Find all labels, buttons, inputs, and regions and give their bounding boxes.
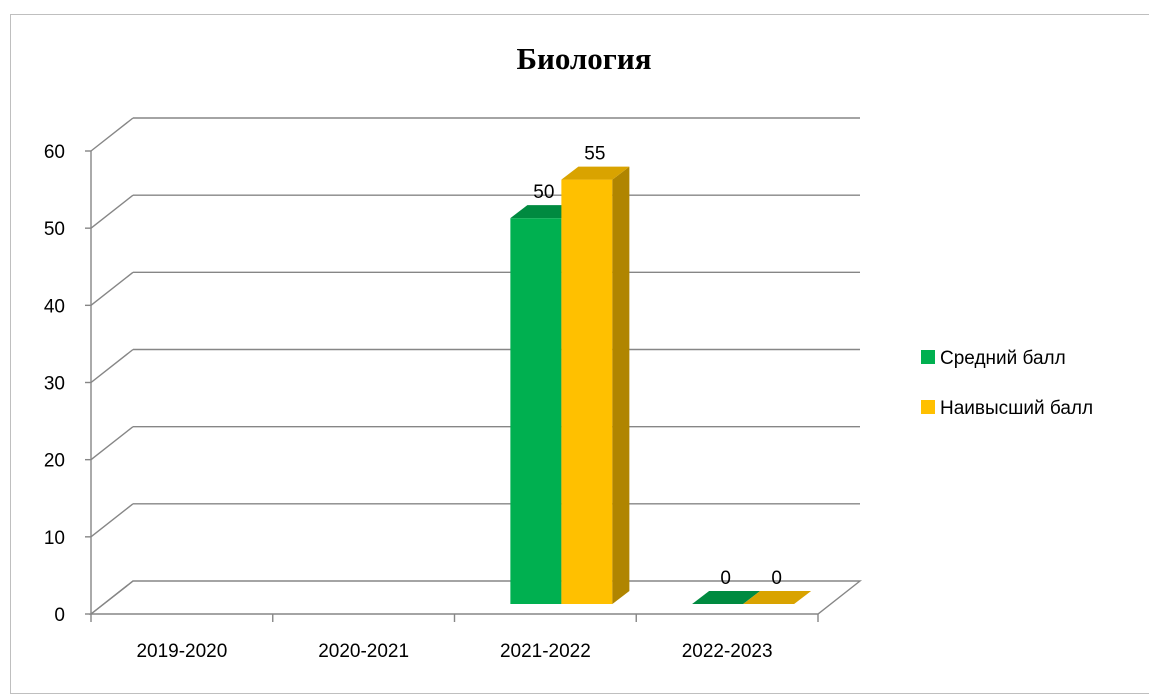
bar-side-face <box>612 166 630 605</box>
legend-item: Средний балл <box>921 348 1066 369</box>
data-label: 0 <box>720 568 731 589</box>
bar-top-face <box>743 591 812 604</box>
labels: 50 55 0 0 <box>533 144 782 589</box>
axes: 0 10 20 30 40 50 60 2019-2020 2020-2021 2021-2022… <box>44 142 863 662</box>
y-tick-label: 30 <box>44 374 65 395</box>
gridline-side-60 <box>90 117 134 152</box>
bars <box>510 166 812 605</box>
bar-2022-2023-average <box>692 591 761 604</box>
y-tick-label: 20 <box>44 451 65 472</box>
x-tick-label: 2019-2020 <box>136 641 227 662</box>
y-tick-label: 0 <box>54 605 65 626</box>
gridline-side-20 <box>90 426 134 461</box>
y-tick-label: 50 <box>44 219 65 240</box>
legend-item: Наивысший балл <box>921 398 1093 419</box>
x-tick-label: 2020-2021 <box>318 641 409 662</box>
x-tick-label: 2021-2022 <box>500 641 591 662</box>
bar-chart: Биология 0 10 20 30 40 50 60 2019-2020 2020-2021… <box>44 41 1093 662</box>
gridline-side-30 <box>90 348 134 384</box>
legend-label: Средний балл <box>940 348 1066 369</box>
bar-front-face <box>561 179 613 605</box>
bar-top-face <box>692 591 761 604</box>
gridlines <box>90 117 860 615</box>
legend-swatch <box>921 350 935 364</box>
legend-swatch <box>921 400 935 414</box>
data-label: 55 <box>584 144 605 165</box>
chart-floor <box>88 580 863 615</box>
bar-2021-2022-max <box>561 166 630 605</box>
bar-front-face <box>510 218 562 604</box>
x-tick-label: 2022-2023 <box>682 641 773 662</box>
legend: Средний балл Наивысший балл <box>921 348 1093 419</box>
chart-title: Биология <box>516 41 651 76</box>
bar-2022-2023-max <box>743 591 812 604</box>
y-tick-label: 10 <box>44 528 65 549</box>
gridline-side-50 <box>90 194 134 229</box>
legend-label: Наивысший балл <box>940 398 1093 419</box>
gridline-side-10 <box>90 503 134 538</box>
data-label: 0 <box>771 568 782 589</box>
y-tick-label: 60 <box>44 142 65 163</box>
y-tick-label: 40 <box>44 296 65 317</box>
data-label: 50 <box>533 182 554 203</box>
gridline-side-40 <box>90 271 134 306</box>
bar-top-face <box>561 166 630 180</box>
